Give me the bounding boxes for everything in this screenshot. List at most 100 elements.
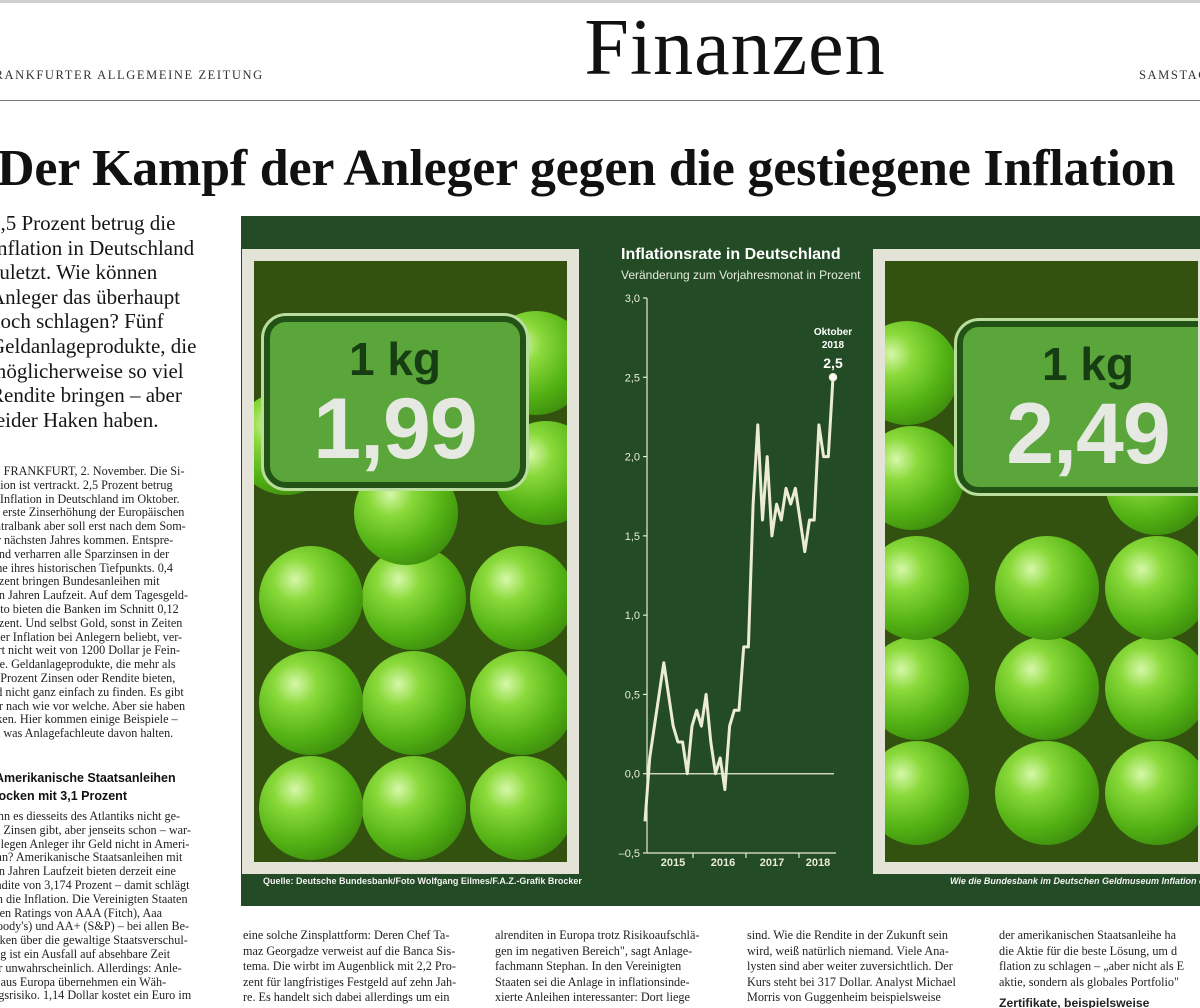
- body-line: haben Ratings von AAA (Fitch), Aaa: [0, 906, 163, 920]
- body-line: der amerikanischen Staatsanleihe ha: [999, 928, 1176, 942]
- apple: [995, 741, 1099, 845]
- price-tag-left-price: 1,99: [313, 381, 477, 477]
- y-tick-label: 1,0: [625, 610, 640, 622]
- body-line: nug Zinsen gibt, aber jenseits schon – w…: [0, 823, 191, 837]
- apple: [995, 636, 1099, 740]
- masthead-rule: [0, 100, 1200, 101]
- apple: [362, 756, 466, 860]
- body-line: wird, weiß natürlich niemand. Viele Ana-: [747, 943, 949, 958]
- subhead-line: Amerikanische Staatsanleihen: [0, 771, 176, 785]
- body-line: die Inflation in Deutschland im Oktober.: [0, 492, 180, 506]
- body-line: fachmann Stephan. In den Vereinigten: [495, 959, 682, 974]
- inflation-chart: –0,5 0,0 0,5 1,0 1,5 2,0 2,5 3,0 2015 2016 2017 201…: [619, 293, 853, 869]
- bottom-column-3: sind. Wie die Rendite in der Zukunft sei…: [747, 928, 979, 1008]
- y-tick-label: –0,5: [619, 848, 640, 860]
- body-line: Nähe ihres historischen Tiefpunkts. 0,4: [0, 561, 173, 575]
- body-line: denken über die gewaltige Staatsverschul…: [0, 934, 188, 948]
- bottom-column-4: der amerikanischen Staatsanleihe ha die A…: [999, 928, 1200, 1008]
- y-tick-label: 0,0: [625, 769, 640, 781]
- body-line: Morris von Guggenheim beispielsweise: [747, 990, 941, 1005]
- inflation-graphic: 1 kg 1,99 1 kg 2,49 Inflationsrate in De…: [241, 216, 1200, 906]
- body-line: um legen Anleger ihr Geld nicht in Ameri…: [0, 837, 190, 851]
- y-tick-label: 2,5: [625, 372, 640, 384]
- teaser-line: 2,5 Prozent betrug die: [0, 211, 176, 235]
- body-line: und was Anlagefachleute davon halten.: [0, 727, 174, 741]
- annotation-value: 2,5: [823, 355, 843, 371]
- body-line: die Aktie für die beste Lösung, um d: [999, 943, 1178, 958]
- teaser-line: zuletzt. Wie können: [0, 260, 158, 285]
- bottom-column-1: eine solche Zinsplattform: Deren Chef Ta…: [243, 928, 475, 1008]
- body-line: ger aus Europa übernehmen ein Wäh-: [0, 975, 167, 989]
- apple: [470, 651, 567, 755]
- chart-title: Inflationsrate in Deutschland: [621, 246, 841, 263]
- body-line: re. Es handelt sich dabei allerdings um …: [243, 990, 450, 1005]
- apple: [259, 651, 363, 755]
- body-line: sehr unwahrscheinlich. Allerdings: Anle-: [0, 961, 182, 975]
- article-body-column-1: hbi. FRANKFURT, 2. November. Die Si-tuat…: [0, 465, 222, 741]
- body-line: dung ist ein Ausfall auf absehbare Zeit: [0, 947, 171, 961]
- apple: [259, 756, 363, 860]
- teaser-line: leider Haken haben.: [0, 407, 159, 432]
- price-tag-right-weight: 1 kg: [1041, 338, 1135, 390]
- body-line: mer nächsten Jahres kommen. Entspre-: [0, 533, 174, 547]
- photo-apples-right-inner: 1 kg 2,49: [885, 261, 1198, 862]
- apple: [259, 546, 363, 650]
- body-line: Wenn es diesseits des Atlantiks nicht ge…: [0, 810, 181, 823]
- price-tag-right: 1 kg 2,49: [957, 321, 1198, 493]
- body-line: aktie, sondern als globales Portfolio": [999, 974, 1179, 989]
- teaser-line: Geldanlageprodukte, die: [0, 333, 197, 358]
- apple: [885, 536, 969, 640]
- teaser-line: Inflation in Deutschland: [0, 235, 195, 260]
- body-line: zent für langfristiges Festgeld auf zehn…: [243, 974, 457, 989]
- x-tick-label: 2017: [760, 857, 784, 869]
- body-line: unze. Geldanlageprodukte, die mehr als: [0, 658, 176, 672]
- section-title: Finanzen: [584, 4, 886, 92]
- body-line: die reale Verzinsung über 1 Prozent – un…: [495, 1006, 727, 1008]
- apple: [995, 536, 1099, 640]
- y-tick-label: 0,5: [625, 689, 640, 701]
- chart-subtitle: Veränderung zum Vorjahresmonat in Prozen…: [621, 268, 861, 282]
- column-subhead: Zertifikate, beispielsweise: [999, 996, 1150, 1008]
- x-tick-label: 2018: [806, 857, 830, 869]
- body-line: Prozent. Und selbst Gold, sonst in Zeite…: [0, 616, 183, 630]
- body-line: 2,5 Prozent Zinsen oder Rendite bieten,: [0, 671, 176, 685]
- body-line: ka an? Amerikanische Staatsanleihen mit: [0, 851, 183, 865]
- apple: [885, 741, 969, 845]
- price-tag-left-weight: 1 kg: [348, 333, 442, 385]
- body-line: Zentralbank aber soll erst nach dem Som-: [0, 520, 186, 534]
- teaser-line: Anleger das überhaupt: [0, 284, 181, 309]
- body-line: hat ein Kursziel für die nächsten zwölf …: [747, 1006, 979, 1008]
- teaser-line: noch schlagen? Fünf: [0, 309, 164, 334]
- body-line: hbi. FRANKFURT, 2. November. Die Si-: [0, 465, 185, 478]
- body-line: Haken. Hier kommen einige Beispiele –: [0, 713, 178, 727]
- photo-apples-left-inner: 1 kg 1,99: [254, 261, 567, 862]
- masthead-date: SAMSTAG: [1139, 68, 1200, 82]
- photo-apples-left: 1 kg 1,99: [242, 249, 579, 874]
- body-line: tema. Die wirbt im Augenblick mit 2,2 Pr…: [243, 959, 456, 974]
- body-line: Kurs steht bei 317 Dollar. Analyst Micha…: [747, 974, 956, 989]
- body-line: maz Georgadze verweist auf die Banca Sis…: [243, 943, 456, 958]
- body-line: tuation ist vertrackt. 2,5 Prozent betru…: [0, 478, 173, 492]
- body-line: italienisches Kreditinstitut. Einlagen s…: [243, 1006, 475, 1008]
- y-tick-label: 1,5: [625, 531, 640, 543]
- body-line: sind nicht ganz einfach zu finden. Es gi…: [0, 685, 184, 699]
- apple: [885, 636, 969, 740]
- x-tick-label: 2016: [711, 857, 735, 869]
- body-line: eine solche Zinsplattform: Deren Chef Ta…: [243, 928, 450, 942]
- apple: [362, 651, 466, 755]
- body-line: (Moody's) und AA+ (S&P) – bei allen Be-: [0, 920, 190, 934]
- subhead-line: locken mit 3,1 Prozent: [0, 788, 127, 803]
- newspaper-name: FRANKFURTER ALLGEMEINE ZEITUNG: [0, 68, 264, 82]
- last-point-marker: [828, 373, 838, 382]
- graphic-caption: Wie die Bundesbank im Deutschen Geldmuse…: [950, 876, 1200, 886]
- body-line: Die erste Zinserhöhung der Europäischen: [0, 506, 185, 520]
- body-line: konto bieten die Banken im Schnitt 0,12: [0, 602, 179, 616]
- body-line: alrenditen in Europa trotz Risikoaufschl…: [495, 928, 700, 942]
- body-line: rungsrisiko. 1,14 Dollar kostet ein Euro…: [0, 989, 192, 1003]
- body-line: flation zu schlagen – „aber nicht als E: [999, 959, 1185, 974]
- apple: [470, 546, 567, 650]
- body-line: aber nach wie vor welche. Aber sie haben: [0, 699, 186, 713]
- article-headline: Der Kampf der Anleger gegen die gestiege…: [0, 140, 1176, 197]
- annotation-label: 2018: [822, 340, 845, 351]
- body-line: man die Inflation. Die Vereinigten Staat…: [0, 892, 188, 906]
